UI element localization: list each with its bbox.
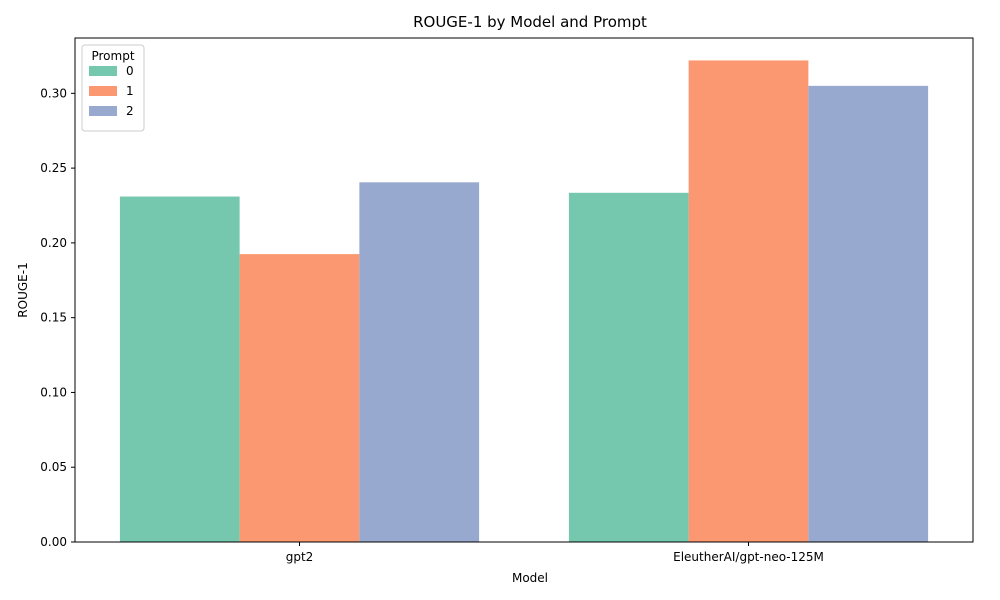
x-ticks: gpt2 EleutherAI/gpt-neo-125M: [286, 542, 824, 564]
y-tick-label: 0.00: [40, 535, 67, 549]
legend-items: 0 1 2: [89, 64, 134, 118]
bars-group: [119, 60, 929, 543]
bar-eleutherai-gpt-neo-125m-prompt-2: [808, 85, 929, 542]
legend-label-prompt-1: 1: [126, 84, 134, 98]
legend-swatch-prompt-1: [89, 86, 117, 96]
legend-label-prompt-0: 0: [126, 64, 134, 78]
bar-gpt2-prompt-2: [359, 182, 480, 542]
x-tick-label: gpt2: [286, 550, 314, 564]
chart-title: ROUGE-1 by Model and Prompt: [413, 13, 647, 31]
x-tick-label: EleutherAI/gpt-neo-125M: [673, 550, 824, 564]
y-tick-label: 0.30: [40, 86, 67, 100]
plot-frame: [74, 37, 974, 543]
legend-title: Prompt: [91, 49, 134, 63]
bar-gpt2-prompt-0: [119, 196, 240, 542]
y-ticks: 0.00 0.05 0.10 0.15 0.20 0.25 0.30: [40, 86, 75, 549]
legend: Prompt 0 1 2: [81, 44, 145, 132]
y-tick-label: 0.10: [40, 385, 67, 399]
legend-swatch-prompt-0: [89, 66, 117, 76]
bar-gpt2-prompt-1: [239, 254, 360, 543]
y-tick-label: 0.05: [40, 460, 67, 474]
bar-eleutherai-gpt-neo-125m-prompt-1: [688, 60, 809, 543]
y-tick-label: 0.20: [40, 236, 67, 250]
legend-label-prompt-2: 2: [126, 104, 134, 118]
y-axis-label: ROUGE-1: [16, 262, 30, 317]
x-axis-label: Model: [512, 571, 548, 585]
y-tick-label: 0.25: [40, 161, 67, 175]
legend-swatch-prompt-2: [89, 106, 117, 116]
bar-eleutherai-gpt-neo-125m-prompt-0: [568, 192, 689, 543]
y-tick-label: 0.15: [40, 311, 67, 325]
